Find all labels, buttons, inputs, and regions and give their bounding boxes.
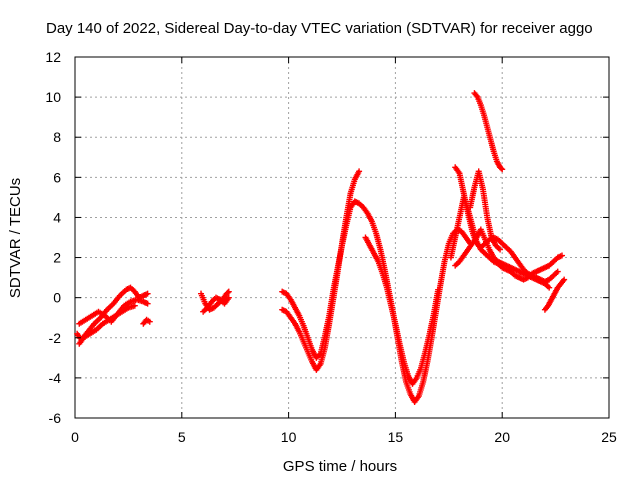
x-tick-label: 10 <box>281 429 297 445</box>
data-point-marker <box>356 168 363 175</box>
series-trace-b <box>76 296 151 327</box>
y-tick-label: 0 <box>53 290 61 306</box>
series-trace-c <box>76 302 138 347</box>
series-trace-o <box>541 276 568 313</box>
y-tick-label: 2 <box>53 250 61 266</box>
series-trace-d <box>140 316 153 327</box>
data-point-marker <box>559 252 566 259</box>
y-axis-title: SDTVAR / TECUs <box>7 178 24 298</box>
series-trace-i <box>362 234 442 387</box>
data-point-marker <box>554 268 561 275</box>
data-point-marker <box>435 286 442 293</box>
y-tick-label: 4 <box>53 209 61 225</box>
plot-frame <box>74 56 610 419</box>
series-trace-l <box>452 226 553 291</box>
data-point-marker <box>561 276 568 283</box>
series-trace-n <box>471 90 506 173</box>
series-trace-f <box>200 294 232 315</box>
x-tick-label: 5 <box>178 429 186 445</box>
y-tick-label: 10 <box>45 89 61 105</box>
chart-title: Day 140 of 2022, Sidereal Day-to-day VTE… <box>46 20 593 37</box>
axis-ticks: 0 5 10 15 20 25 -6 -4 -2 0 2 4 6 8 10 12 <box>45 49 617 445</box>
data-point-marker <box>546 284 553 291</box>
y-tick-label: -6 <box>49 410 62 426</box>
series-trace-m <box>467 168 504 253</box>
x-tick-label: 0 <box>71 429 79 445</box>
data-point-marker <box>499 166 506 173</box>
y-tick-label: 12 <box>45 49 61 65</box>
data-point-marker <box>131 302 138 309</box>
y-tick-label: -4 <box>49 370 62 386</box>
series-trace-k <box>452 164 561 285</box>
data-point-marker <box>497 246 504 253</box>
data-point-marker <box>146 318 153 325</box>
data-point-marker <box>224 289 231 296</box>
data-point-marker <box>225 294 232 301</box>
data-point-marker <box>144 300 151 307</box>
x-tick-label: 25 <box>601 429 617 445</box>
data-point-marker <box>225 288 232 295</box>
y-tick-label: 8 <box>53 129 61 145</box>
series-layer <box>74 90 568 405</box>
y-tick-label: -2 <box>49 330 62 346</box>
x-tick-label: 15 <box>388 429 404 445</box>
y-tick-label: 6 <box>53 169 61 185</box>
x-axis-title: GPS time / hours <box>283 458 397 475</box>
data-point-marker <box>144 290 151 297</box>
data-point-marker <box>498 165 505 172</box>
series-trace-h <box>279 168 363 373</box>
x-tick-label: 20 <box>494 429 510 445</box>
